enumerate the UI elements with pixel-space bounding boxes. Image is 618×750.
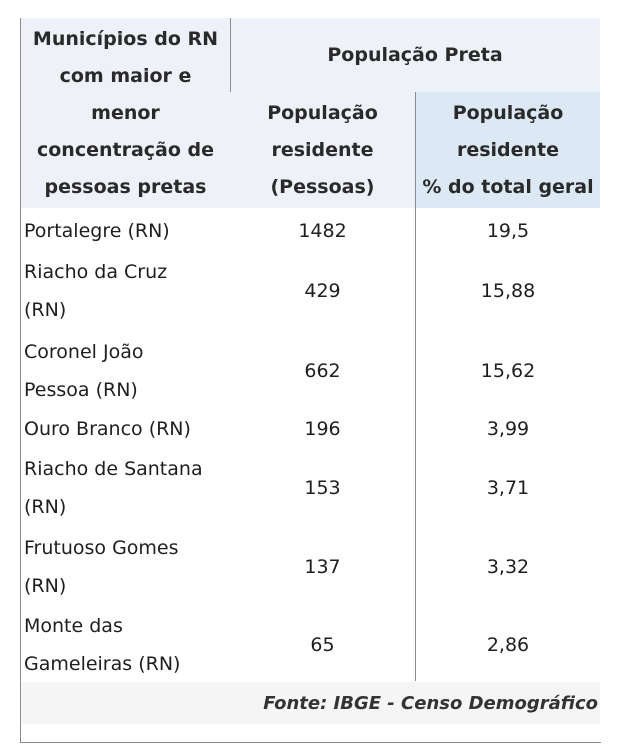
- row-population: 662: [304, 360, 341, 382]
- header-municipios-line3: menor: [91, 101, 160, 124]
- row-percent: 2,86: [486, 634, 530, 656]
- row-municipio-name: Riacho da Cruz (RN): [21, 253, 230, 329]
- row-municipio-name-line: Gameleiras (RN): [24, 653, 181, 675]
- row-municipio-name: Ouro Branco (RN): [21, 410, 230, 448]
- header-populacao-preta-label: População Preta: [327, 43, 503, 66]
- header-populacao-percentual: População residente % do total geral: [416, 92, 600, 208]
- row-municipio-name: Monte das Gameleiras (RN): [21, 607, 230, 683]
- row-municipio-name-line: Ouro Branco (RN): [24, 418, 191, 440]
- row-municipio-name: Riacho de Santana (RN): [21, 450, 230, 526]
- row-municipio-name-line: (RN): [24, 575, 67, 597]
- row-percent: 3,71: [486, 477, 530, 499]
- column-divider: [415, 92, 416, 681]
- row-municipio-name-line: Coronel João: [24, 341, 144, 363]
- row-municipio-name-line: Riacho da Cruz: [24, 261, 168, 283]
- header-populacao-preta: População Preta: [230, 18, 600, 92]
- row-population: 196: [304, 418, 341, 440]
- row-percent: 3,32: [486, 556, 530, 578]
- header-populacao-pessoas: População residente (Pessoas): [230, 92, 415, 208]
- data-table: [20, 18, 601, 743]
- row-municipio-name-line: Portalegre (RN): [24, 220, 170, 242]
- row-municipio-name-line: Frutuoso Gomes: [24, 537, 179, 559]
- header-divider: [230, 18, 231, 92]
- header-municipios: Municípios do RN com maior e menor conce…: [21, 18, 230, 208]
- header-municipios-line2: com maior e: [59, 64, 192, 87]
- row-municipio-name: Portalegre (RN): [21, 212, 230, 250]
- row-population: 65: [310, 634, 335, 656]
- row-percent: 15,88: [480, 280, 536, 302]
- row-municipio-name: Coronel João Pessoa (RN): [21, 333, 230, 409]
- row-population: 1482: [298, 220, 347, 242]
- row-percent: 19,5: [486, 220, 530, 242]
- header-pessoas-line1: População: [267, 101, 378, 124]
- row-municipio-name-line: (RN): [24, 299, 67, 321]
- header-pessoas-line2: residente: [271, 138, 374, 161]
- row-population: 429: [304, 280, 341, 302]
- source-note: Fonte: IBGE - Censo Demográfico: [263, 692, 598, 714]
- row-municipio-name-line: Riacho de Santana: [24, 458, 203, 480]
- row-population: 137: [304, 556, 341, 578]
- row-percent: 3,99: [486, 418, 530, 440]
- header-municipios-line4: concentração de: [36, 138, 215, 161]
- header-percent-line3: % do total geral: [422, 175, 594, 198]
- header-percent-line1: População: [452, 101, 564, 124]
- header-municipios-line5: pessoas pretas: [44, 175, 207, 198]
- row-municipio-name-line: Monte das: [24, 615, 123, 637]
- row-population: 153: [304, 477, 341, 499]
- header-pessoas-line3: (Pessoas): [270, 175, 375, 198]
- row-municipio-name: Frutuoso Gomes (RN): [21, 529, 230, 605]
- row-percent: 15,62: [480, 360, 536, 382]
- row-municipio-name-line: Pessoa (RN): [24, 379, 138, 401]
- source-footer: Fonte: IBGE - Censo Demográfico: [21, 682, 600, 724]
- header-municipios-line1: Municípios do RN: [32, 27, 219, 50]
- header-percent-line2: residente: [456, 138, 560, 161]
- row-municipio-name-line: (RN): [24, 496, 67, 518]
